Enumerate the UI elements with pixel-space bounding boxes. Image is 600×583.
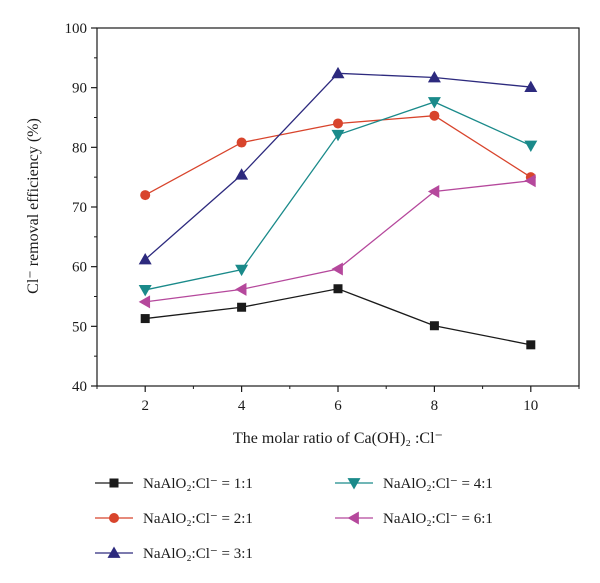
y-tick-label: 50 bbox=[72, 319, 87, 335]
y-tick-label: 80 bbox=[72, 140, 87, 156]
legend-item: NaAlO₂:Cl⁻ = 3:1 bbox=[95, 546, 253, 562]
plot-border bbox=[96, 27, 580, 387]
legend-item: NaAlO₂:Cl⁻ = 4:1 bbox=[335, 476, 493, 492]
legend-label: NaAlO₂:Cl⁻ = 3:1 bbox=[143, 546, 253, 562]
legend-item: NaAlO₂:Cl⁻ = 6:1 bbox=[335, 511, 493, 527]
legend-item: NaAlO₂:Cl⁻ = 2:1 bbox=[95, 511, 253, 527]
point-marker bbox=[526, 340, 536, 350]
point-marker bbox=[109, 513, 119, 523]
series-2 bbox=[140, 110, 536, 201]
series-line bbox=[145, 288, 531, 346]
legend-item: NaAlO₂:Cl⁻ = 1:1 bbox=[95, 476, 253, 492]
x-tick-label: 8 bbox=[431, 398, 439, 414]
point-marker bbox=[107, 546, 121, 558]
point-marker bbox=[138, 253, 152, 265]
x-tick-label: 10 bbox=[523, 398, 538, 414]
point-marker bbox=[235, 282, 247, 296]
axis-ticks: 40 50 60 70 80 90 100 2 4 6 8 10 bbox=[65, 21, 580, 414]
point-marker bbox=[331, 66, 345, 79]
series-group bbox=[138, 66, 538, 350]
point-marker bbox=[333, 118, 343, 129]
point-marker bbox=[429, 110, 440, 121]
legend-label: NaAlO₂:Cl⁻ = 2:1 bbox=[143, 511, 253, 527]
point-marker bbox=[138, 285, 152, 297]
point-marker bbox=[235, 168, 249, 180]
legend-label: NaAlO₂:Cl⁻ = 4:1 bbox=[383, 476, 493, 492]
point-marker bbox=[236, 137, 247, 148]
legend: NaAlO₂:Cl⁻ = 1:1 NaAlO₂:Cl⁻ = 2:1 NaAlO₂:C… bbox=[95, 476, 493, 562]
point-marker bbox=[427, 71, 441, 83]
y-tick-label: 60 bbox=[72, 260, 87, 276]
x-tick-label: 2 bbox=[141, 398, 149, 414]
series-1 bbox=[140, 284, 536, 350]
x-axis-label: The molar ratio of Ca(OH)₂ :Cl⁻ bbox=[233, 430, 443, 447]
point-marker bbox=[524, 140, 538, 153]
series-5 bbox=[138, 174, 536, 309]
legend-label: NaAlO₂:Cl⁻ = 6:1 bbox=[383, 511, 493, 527]
series-line bbox=[144, 72, 531, 260]
series-line bbox=[145, 180, 531, 303]
x-tick-label: 6 bbox=[334, 398, 342, 414]
series-4 bbox=[138, 97, 538, 297]
point-marker bbox=[138, 295, 151, 309]
y-axis-label: Cl⁻ removal efficiency (%) bbox=[25, 118, 42, 294]
y-tick-label: 90 bbox=[72, 81, 87, 97]
point-marker bbox=[429, 321, 439, 331]
point-marker bbox=[347, 478, 361, 490]
y-tick-label: 70 bbox=[72, 200, 87, 216]
point-marker bbox=[331, 262, 343, 276]
point-marker bbox=[140, 314, 150, 324]
point-marker bbox=[524, 174, 536, 188]
y-tick-label: 40 bbox=[72, 379, 87, 395]
point-marker bbox=[235, 264, 249, 277]
point-marker bbox=[237, 302, 247, 312]
point-marker bbox=[524, 80, 538, 92]
series-3 bbox=[138, 66, 538, 265]
legend-label: NaAlO₂:Cl⁻ = 1:1 bbox=[143, 476, 253, 492]
point-marker bbox=[427, 184, 440, 198]
point-marker bbox=[109, 478, 119, 488]
point-marker bbox=[347, 511, 359, 525]
point-marker bbox=[427, 97, 441, 109]
plot-frame bbox=[96, 27, 580, 387]
x-tick-label: 4 bbox=[238, 398, 246, 414]
point-marker bbox=[333, 284, 343, 294]
y-tick-label: 100 bbox=[65, 21, 88, 37]
point-marker bbox=[331, 129, 345, 142]
point-marker bbox=[140, 190, 151, 201]
